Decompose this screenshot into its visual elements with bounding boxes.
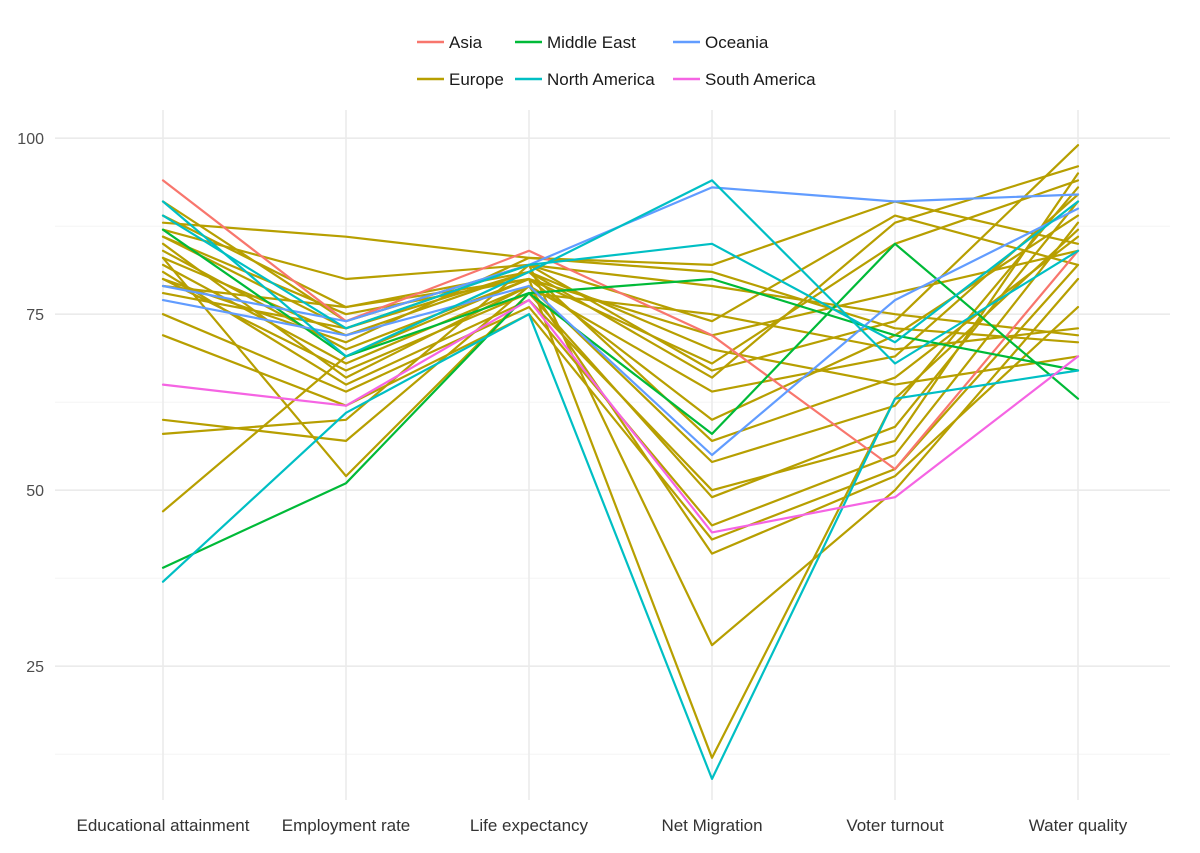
legend-item-oceania: Oceania <box>673 33 769 52</box>
series-line-europe <box>161 263 1080 541</box>
y-tick-label: 75 <box>26 307 44 324</box>
x-tick-label-net-migration: Net Migration <box>661 816 762 835</box>
legend: Asia Middle East Oceania Europe North Americ… <box>417 33 816 89</box>
y-tick-label: 50 <box>26 483 44 500</box>
legend-label-north-america: North America <box>547 70 655 89</box>
legend-label-asia: Asia <box>449 33 483 52</box>
series-line-europe <box>161 235 1080 386</box>
series-line-north-america <box>161 200 1080 344</box>
legend-label-south-america: South America <box>705 70 816 89</box>
legend-item-north-america: North America <box>515 70 655 89</box>
series-line-asia <box>161 179 1080 471</box>
legend-item-middle-east: Middle East <box>515 33 636 52</box>
legend-label-middle-east: Middle East <box>547 33 636 52</box>
x-tick-label-water-quality: Water quality <box>1029 816 1128 835</box>
series-line-europe <box>161 179 1080 365</box>
series-line-south-america <box>161 299 1080 534</box>
series-line-europe <box>161 200 1080 266</box>
legend-label-oceania: Oceania <box>705 33 769 52</box>
series-line-europe <box>161 284 1080 555</box>
legend-label-europe: Europe <box>449 70 504 89</box>
series-line-europe <box>161 263 1080 647</box>
series-line-europe <box>161 228 1080 759</box>
series-line-middle-east <box>161 228 1080 435</box>
series-line-north-america <box>161 179 1080 365</box>
x-tick-label-voter-turnout: Voter turnout <box>846 816 944 835</box>
y-tick-label: 100 <box>17 131 44 148</box>
x-tick-label-life-expectancy: Life expectancy <box>470 816 589 835</box>
series-line-europe <box>161 200 1080 499</box>
series-line-europe <box>161 144 1080 372</box>
x-tick-label-educational-attainment: Educational attainment <box>77 816 250 835</box>
legend-item-europe: Europe <box>417 70 504 89</box>
series-lines <box>161 144 1080 781</box>
legend-item-south-america: South America <box>673 70 816 89</box>
legend-item-asia: Asia <box>417 33 483 52</box>
grid-layer <box>55 110 1170 800</box>
series-line-europe <box>161 165 1080 379</box>
series-line-middle-east <box>161 277 1080 569</box>
axis-labels: 25 50 75 100 Educational attainment Employmen… <box>17 131 1127 835</box>
x-tick-label-employment-rate: Employment rate <box>282 816 411 835</box>
series-line-north-america <box>161 313 1080 781</box>
series-line-europe <box>161 214 1080 421</box>
y-tick-label: 25 <box>26 659 44 676</box>
